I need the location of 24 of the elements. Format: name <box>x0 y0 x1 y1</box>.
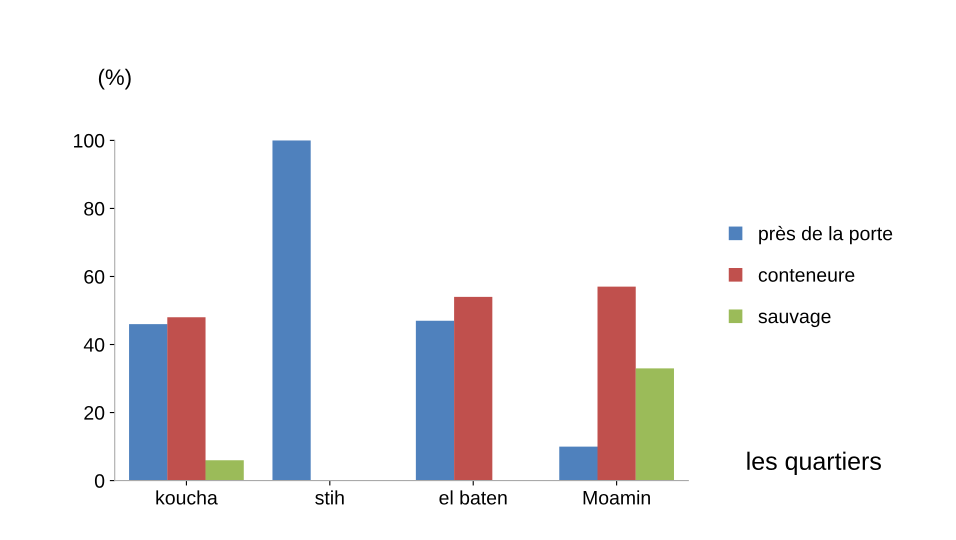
x-tick-label: koucha <box>156 490 218 505</box>
bar <box>559 446 598 481</box>
legend-label: près de la porte <box>759 226 892 244</box>
bar <box>416 320 454 481</box>
x-axis-title: les quartiers <box>747 452 881 475</box>
bar <box>598 286 636 481</box>
bar <box>167 317 206 481</box>
y-axis-title: (%) <box>98 68 131 90</box>
bar <box>206 460 244 481</box>
y-tick-label: 100 <box>74 134 104 148</box>
legend-label: sauvage <box>758 312 831 328</box>
bar <box>636 368 674 481</box>
y-tick-label: 40 <box>84 338 104 352</box>
bar <box>454 296 492 481</box>
x-tick-label: stih <box>315 490 344 505</box>
x-tick-label: el baten <box>439 490 507 505</box>
y-tick-label: 60 <box>84 270 104 284</box>
x-tick-label: Moamin <box>584 490 650 505</box>
y-tick-label: 20 <box>84 406 104 420</box>
bar <box>129 324 168 481</box>
y-tick-label: 0 <box>94 474 104 488</box>
bar <box>272 140 311 481</box>
legend-label: conteneure <box>758 269 854 282</box>
y-tick-label: 80 <box>84 202 104 216</box>
